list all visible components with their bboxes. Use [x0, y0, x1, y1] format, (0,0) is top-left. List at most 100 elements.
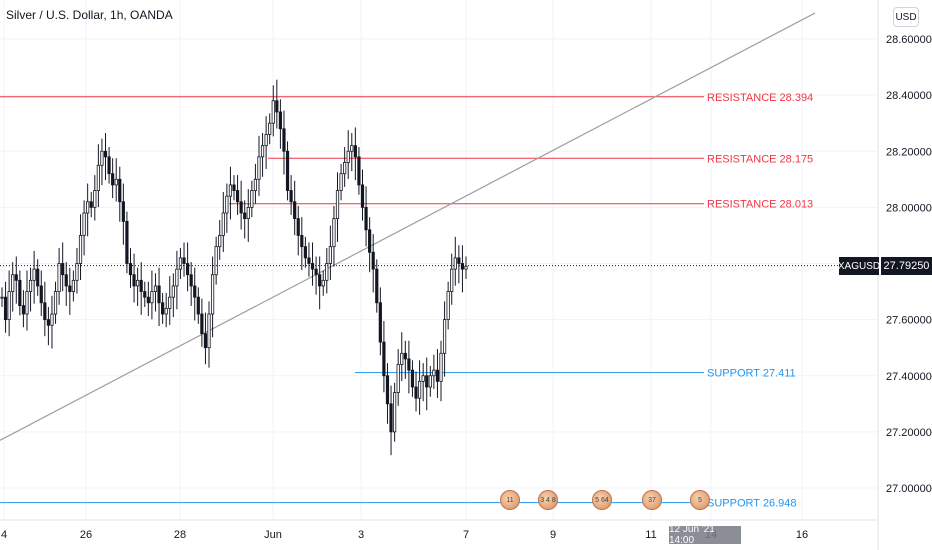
candle-body [121, 201, 125, 222]
candle-body [428, 375, 432, 388]
candle [78, 214, 83, 281]
candle [378, 287, 382, 356]
date-crosshair-label: 12 Jun '21 14:00 [669, 524, 741, 546]
x-tick-label: 11 [645, 529, 656, 541]
candle-body [235, 190, 240, 203]
candle [200, 298, 204, 347]
candle [89, 191, 93, 218]
candle-body [268, 122, 272, 135]
candle-body [300, 235, 304, 248]
candle-body [46, 319, 51, 326]
candle-body [285, 150, 290, 191]
currency-button[interactable]: USD [893, 7, 919, 27]
candle-body [332, 218, 336, 248]
candle-body [207, 313, 211, 349]
candle-body [214, 246, 218, 276]
economic-event-icon[interactable]: 3 4 8 [538, 490, 558, 510]
economic-event-icon[interactable]: 37 [642, 490, 662, 510]
candle-body [11, 274, 15, 292]
candle [425, 357, 429, 411]
candle-body [139, 279, 143, 292]
candle [103, 133, 108, 181]
candle [403, 340, 407, 379]
candle [203, 312, 208, 365]
candle [360, 169, 365, 221]
candle [178, 248, 183, 279]
candle [439, 340, 443, 402]
candle [132, 253, 136, 303]
candle-body [350, 145, 354, 152]
candle-body [446, 291, 450, 321]
candle [171, 273, 175, 318]
candle-body [143, 291, 147, 298]
candle [393, 382, 397, 442]
candle [114, 158, 118, 202]
candle [293, 180, 297, 236]
candle-body [360, 184, 365, 208]
candle-body [150, 291, 154, 304]
resistance-label: RESISTANCE 28.013 [707, 199, 813, 211]
candle [86, 183, 90, 237]
candle-body [271, 100, 275, 124]
candle-body [103, 150, 108, 158]
candle-body [0, 296, 4, 299]
candle-body [460, 263, 465, 270]
chart-title: Silver / U.S. Dollar, 1h, OANDA [6, 8, 173, 22]
candle [318, 256, 322, 310]
candle [7, 270, 11, 337]
candle-body [371, 251, 375, 270]
candle [371, 234, 375, 293]
candle-body [410, 369, 415, 388]
candle [300, 217, 304, 270]
candle [189, 262, 193, 306]
candle [139, 262, 143, 315]
candle-body [293, 201, 297, 219]
candle-body [435, 369, 440, 382]
candle [193, 267, 197, 321]
candle [39, 270, 43, 316]
candle [243, 200, 247, 239]
candle [93, 175, 97, 221]
candle [214, 236, 218, 285]
candle-body [239, 201, 243, 214]
candle-body [346, 150, 350, 163]
candle-body [125, 221, 129, 264]
candle-body [343, 162, 347, 175]
x-tick-label: 9 [550, 529, 556, 541]
candle [460, 245, 465, 293]
economic-event-icon[interactable]: 5 64 [592, 490, 612, 510]
candle-body [82, 212, 86, 236]
economic-event-icon[interactable]: 5 [690, 490, 710, 510]
candle [257, 135, 261, 196]
candle [232, 175, 236, 201]
y-tick-label: 27.20000 [886, 427, 932, 439]
y-tick-label: 27.00000 [886, 483, 932, 495]
candle [335, 172, 340, 242]
candle [357, 147, 361, 195]
candle [71, 270, 75, 302]
candle-body [39, 285, 43, 304]
candle [36, 259, 40, 296]
candle [196, 287, 200, 324]
candle-body [193, 285, 197, 298]
candle-body [385, 375, 390, 405]
candle-body [32, 268, 36, 281]
candle [3, 281, 8, 333]
candle-body [289, 190, 293, 203]
y-tick-label: 28.60000 [886, 34, 932, 46]
economic-event-icon[interactable]: 11 [500, 490, 520, 510]
candle [128, 248, 133, 288]
candle-body [3, 296, 8, 321]
candle-body [368, 229, 372, 253]
candle-body [232, 184, 236, 191]
candle [28, 267, 33, 312]
candle [464, 256, 468, 279]
candle-body [178, 257, 183, 270]
candle [278, 99, 283, 149]
candle [446, 281, 450, 330]
candle [246, 189, 250, 242]
x-tick-label: Jun [264, 529, 282, 541]
candle [143, 281, 147, 307]
candle-body [425, 375, 429, 388]
